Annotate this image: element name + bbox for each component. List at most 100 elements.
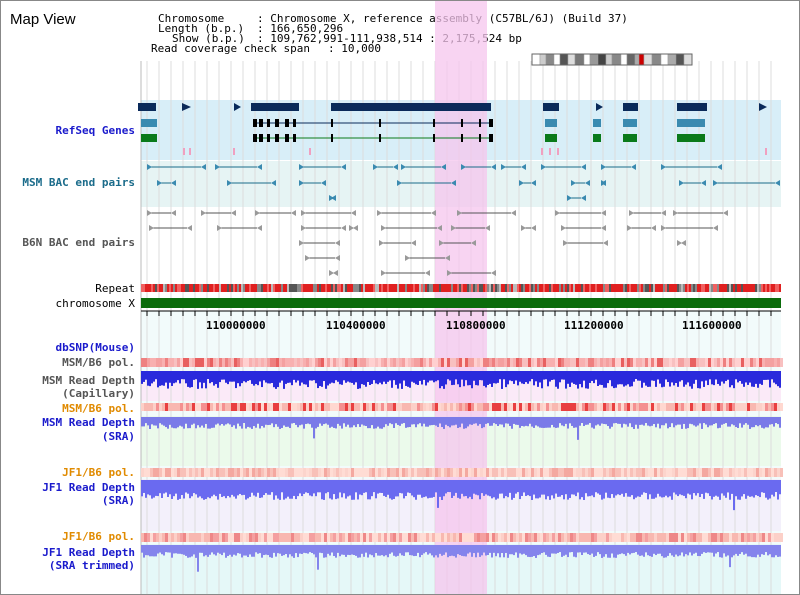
polymorphism-cell bbox=[249, 533, 252, 542]
repeat-segment bbox=[621, 284, 623, 292]
polymorphism-cell bbox=[381, 533, 384, 542]
polymorphism-cell bbox=[576, 358, 579, 367]
polymorphism-cell bbox=[612, 468, 615, 477]
depth-bar bbox=[655, 371, 657, 387]
depth-bar bbox=[677, 417, 679, 425]
polymorphism-cell bbox=[654, 358, 657, 367]
polymorphism-cell bbox=[411, 533, 414, 542]
polymorphism-cell bbox=[612, 403, 615, 411]
polymorphism-cell bbox=[540, 468, 543, 477]
depth-bar bbox=[273, 371, 275, 388]
repeat-segment bbox=[279, 284, 281, 292]
depth-bar bbox=[579, 545, 581, 553]
polymorphism-cell bbox=[765, 468, 768, 477]
depth-bar bbox=[637, 545, 639, 555]
depth-bar bbox=[287, 480, 289, 497]
ideogram-band bbox=[597, 53, 607, 66]
polymorphism-cell bbox=[681, 533, 684, 542]
depth-bar bbox=[177, 480, 179, 500]
depth-bar bbox=[227, 371, 229, 385]
depth-bar bbox=[557, 545, 559, 553]
polymorphism-cell bbox=[378, 358, 381, 367]
depth-bar bbox=[583, 545, 585, 553]
polymorphism-cell bbox=[207, 403, 210, 411]
depth-bar bbox=[249, 371, 251, 381]
depth-bar bbox=[185, 480, 187, 493]
depth-bar bbox=[699, 480, 701, 498]
depth-bar bbox=[603, 371, 605, 388]
repeat-segment bbox=[343, 284, 345, 292]
depth-bar bbox=[309, 545, 311, 553]
depth-bar bbox=[775, 545, 777, 556]
repeat-segment bbox=[183, 284, 185, 292]
repeat-segment bbox=[747, 284, 749, 292]
depth-bar bbox=[359, 371, 361, 389]
polymorphism-cell bbox=[297, 403, 300, 411]
depth-bar bbox=[457, 480, 459, 498]
depth-bar bbox=[497, 371, 499, 383]
polymorphism-cell bbox=[372, 468, 375, 477]
depth-bar bbox=[619, 545, 621, 555]
depth-bar bbox=[761, 371, 763, 385]
depth-bar bbox=[307, 417, 309, 424]
depth-bar bbox=[299, 371, 301, 386]
depth-bar bbox=[183, 417, 185, 429]
depth-bar bbox=[381, 545, 383, 556]
polymorphism-cell bbox=[642, 533, 645, 542]
depth-bar bbox=[255, 417, 257, 428]
depth-bar bbox=[273, 480, 275, 500]
depth-bar bbox=[345, 417, 347, 427]
polymorphism-cell bbox=[279, 403, 282, 411]
depth-bar bbox=[215, 371, 217, 385]
depth-bar bbox=[285, 417, 287, 427]
depth-bar bbox=[431, 417, 433, 426]
polymorphism-cell bbox=[351, 468, 354, 477]
repeat-segment bbox=[637, 284, 639, 292]
depth-bar bbox=[157, 371, 159, 388]
depth-bar bbox=[393, 480, 395, 499]
depth-bar bbox=[263, 480, 265, 496]
depth-bar bbox=[657, 545, 659, 554]
polymorphism-cell bbox=[564, 403, 567, 411]
polymorphism-cell bbox=[186, 468, 189, 477]
repeat-segment bbox=[143, 284, 145, 292]
depth-bar bbox=[615, 545, 617, 558]
bac-end-marker bbox=[521, 225, 526, 231]
polymorphism-cell bbox=[705, 358, 708, 367]
depth-bar bbox=[453, 371, 455, 385]
repeat-segment bbox=[631, 284, 633, 292]
depth-bar bbox=[361, 480, 363, 496]
polymorphism-cell bbox=[354, 403, 357, 411]
depth-bar bbox=[285, 545, 287, 555]
polymorphism-cell bbox=[606, 468, 609, 477]
depth-bar bbox=[407, 480, 409, 493]
bac-end-marker bbox=[215, 164, 220, 170]
depth-bar bbox=[317, 545, 319, 570]
bac-end-marker bbox=[171, 210, 176, 216]
depth-bar bbox=[201, 480, 203, 499]
depth-bar bbox=[709, 545, 711, 553]
depth-bar bbox=[397, 545, 399, 556]
repeat-segment bbox=[423, 284, 425, 292]
polymorphism-cell bbox=[225, 468, 228, 477]
depth-bar bbox=[549, 417, 551, 428]
depth-bar bbox=[737, 545, 739, 556]
bac-end-marker bbox=[451, 225, 456, 231]
polymorphism-cell bbox=[204, 468, 207, 477]
depth-bar bbox=[143, 371, 145, 382]
bac-end-marker bbox=[171, 180, 176, 186]
polymorphism-cell bbox=[507, 533, 510, 542]
depth-bar bbox=[287, 417, 289, 427]
depth-bar bbox=[643, 545, 645, 557]
depth-bar bbox=[627, 417, 629, 427]
polymorphism-cell bbox=[402, 468, 405, 477]
repeat-segment bbox=[457, 284, 459, 292]
polymorphism-cell bbox=[270, 403, 273, 411]
depth-bar bbox=[341, 371, 343, 385]
polymorphism-cell bbox=[345, 468, 348, 477]
polymorphism-cell bbox=[372, 403, 375, 411]
polymorphism-cell bbox=[189, 358, 192, 367]
depth-bar bbox=[189, 545, 191, 558]
polymorphism-cell bbox=[525, 468, 528, 477]
